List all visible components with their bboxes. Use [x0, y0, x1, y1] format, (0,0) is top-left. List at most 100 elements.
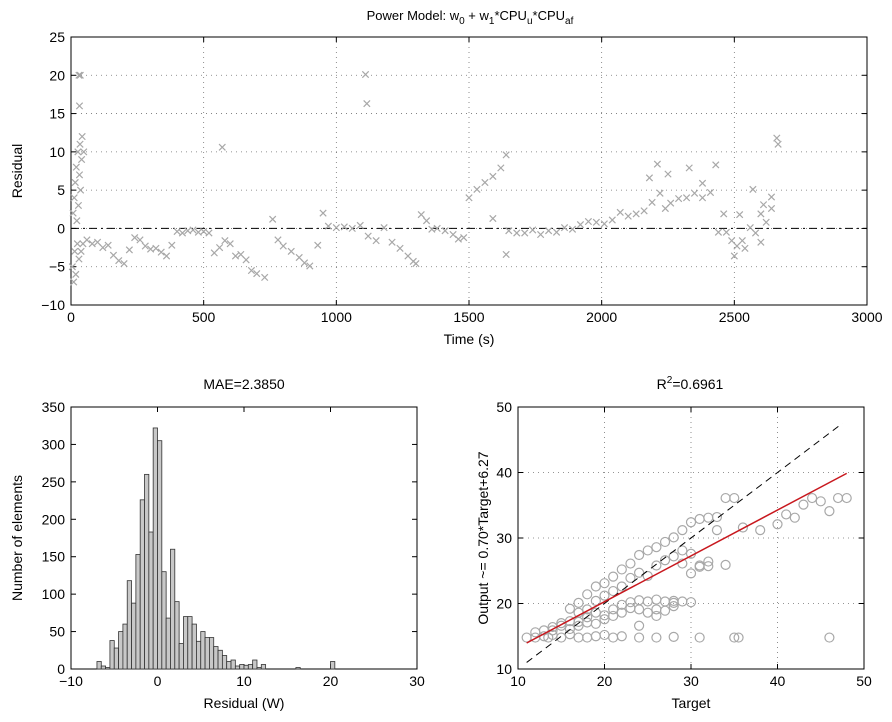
histogram-bar: [221, 655, 228, 670]
y-tick-label: 250: [42, 474, 66, 490]
data-points: [68, 70, 782, 286]
data-point: [625, 558, 636, 569]
residual-point: [685, 164, 693, 172]
residual-point: [168, 241, 176, 249]
residual-point: [537, 230, 545, 239]
data-point: [582, 589, 593, 600]
residual-point: [388, 238, 396, 246]
data-point: [729, 632, 740, 643]
x-tick-label: 50: [856, 673, 872, 689]
residual-point: [759, 201, 768, 209]
residual-point: [473, 185, 481, 194]
data-point: [677, 545, 688, 556]
residual-point: [269, 215, 277, 223]
residual-point: [68, 263, 76, 271]
data-point: [616, 607, 627, 618]
x-axis-label: Target: [672, 695, 711, 711]
residual-point: [552, 228, 561, 236]
histogram-bar: [295, 667, 301, 670]
data-point: [616, 564, 627, 575]
data-point: [599, 578, 610, 589]
histogram-bar: [256, 667, 262, 670]
residual-point: [372, 237, 380, 245]
residual-point: [396, 244, 404, 252]
residual-point: [75, 102, 84, 110]
residual-point: [720, 210, 728, 218]
residual-point: [774, 140, 782, 148]
residual-point: [632, 210, 640, 218]
residual-point: [576, 220, 585, 229]
data-point: [841, 492, 852, 504]
residual-point: [773, 134, 781, 142]
histogram-bar: [204, 637, 210, 670]
residual-point: [380, 224, 388, 232]
x-tick-label: 0: [154, 673, 162, 689]
residual-time-chart: Power Model: w0 + w1*CPUu*CPUaf 0 500 1000…: [9, 8, 883, 347]
x-tick-label: 2000: [586, 309, 617, 325]
y-tick-label: 300: [42, 436, 66, 452]
data-point: [633, 620, 645, 631]
residual-point: [489, 172, 497, 180]
residual-point: [749, 185, 757, 194]
data-point: [547, 625, 558, 636]
data-point: [590, 595, 601, 606]
data-point: [573, 620, 584, 631]
histogram-bar: [217, 649, 223, 670]
x-tick-label: 1500: [453, 309, 484, 325]
residual-point: [77, 155, 86, 164]
data-point: [608, 610, 619, 622]
residual-point: [173, 227, 181, 236]
y-tick-label: 150: [42, 549, 66, 565]
x-tick-label: 0: [67, 309, 75, 325]
residual-point: [75, 171, 84, 179]
residual-point: [412, 260, 420, 268]
residual-point: [441, 227, 449, 235]
residual-point: [141, 242, 149, 250]
residual-point: [242, 256, 250, 264]
residual-point: [88, 240, 96, 248]
residual-point: [157, 248, 165, 256]
data-point: [729, 492, 740, 504]
residual-point: [664, 170, 672, 178]
data-point: [564, 623, 576, 635]
chart-title: Power Model: w0 + w1*CPUu*CPUaf: [367, 8, 574, 27]
residual-point: [189, 226, 197, 234]
histogram-bar: [105, 667, 111, 670]
data-point: [642, 545, 653, 556]
histogram-bar: [126, 580, 132, 670]
data-point: [599, 614, 610, 625]
residual-point: [489, 214, 497, 223]
residual-point: [544, 227, 553, 235]
fit-lines: [526, 422, 848, 663]
histogram-bar: [178, 643, 184, 670]
x-axis-label: Time (s): [444, 331, 495, 347]
data-point: [642, 607, 653, 618]
residual-point: [460, 233, 468, 242]
x-tick-label: 10: [236, 673, 252, 689]
histogram-bar: [191, 623, 197, 670]
residual-point: [77, 247, 85, 256]
residual-point: [71, 178, 79, 187]
residual-point: [136, 236, 144, 244]
residual-point: [300, 259, 309, 267]
y-tick-label: −10: [41, 297, 65, 313]
residual-point: [714, 228, 723, 236]
residual-point: [71, 247, 79, 256]
residual-point: [767, 204, 776, 213]
x-tick-label: 40: [770, 673, 786, 689]
residual-point: [751, 229, 760, 237]
residual-point: [261, 273, 269, 282]
data-point: [608, 585, 619, 597]
histogram-bar: [239, 664, 245, 670]
residual-point: [624, 212, 632, 220]
data-point: [781, 509, 792, 520]
residual-point: [99, 243, 107, 252]
histogram-bar: [174, 601, 180, 670]
x-tick-label: 1000: [321, 309, 352, 325]
residual-point: [120, 260, 128, 268]
residual-point: [74, 148, 82, 156]
histogram-bar: [144, 473, 150, 670]
histogram-bar: [170, 548, 176, 670]
residual-point: [218, 143, 226, 151]
y-tick-label: 50: [496, 399, 512, 415]
